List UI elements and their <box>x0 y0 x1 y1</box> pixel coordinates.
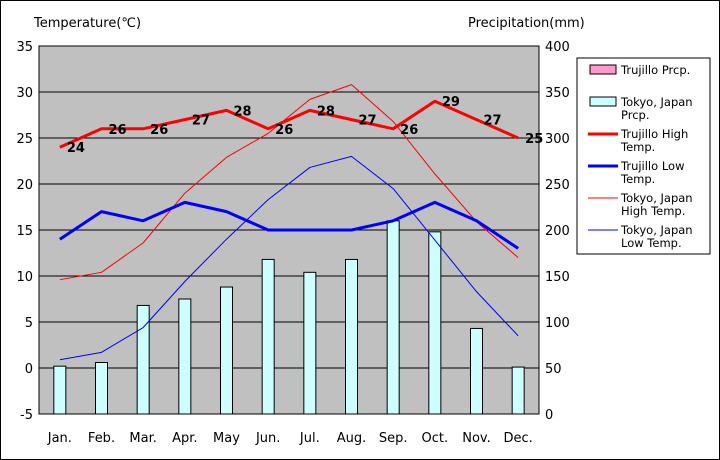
left-tick-label: 5 <box>25 316 33 331</box>
temperature-line <box>59 155 519 361</box>
left-axis-ticks: -5 0 5 10 15 20 25 30 35 <box>16 40 33 423</box>
data-label: 27 <box>484 114 502 129</box>
legend: Trujillo Prcp.Tokyo, JapanPrcp.Trujillo … <box>576 57 711 255</box>
data-label: 28 <box>234 104 252 119</box>
precipitation-bar <box>220 286 233 415</box>
x-tick-label: Aug. <box>337 431 367 446</box>
precipitation-bar <box>511 366 525 415</box>
right-tick-label: 0 <box>545 408 553 423</box>
grid-lines <box>39 45 539 415</box>
left-tick-label: 15 <box>16 224 33 239</box>
precipitation-bar <box>345 258 358 415</box>
right-tick-label: 200 <box>545 224 570 239</box>
left-tick-label: 10 <box>16 270 33 285</box>
precipitation-bar <box>303 271 317 415</box>
right-tick-label: 400 <box>545 40 570 55</box>
precipitation-bar <box>95 361 108 415</box>
right-tick-label: 250 <box>545 178 570 193</box>
data-label: 29 <box>442 95 460 110</box>
data-label: 25 <box>525 132 543 147</box>
legend-label: Temp. <box>620 172 655 186</box>
legend-label: Temp. <box>620 140 655 154</box>
data-label: 24 <box>67 141 85 156</box>
x-tick-label: Jun. <box>255 431 280 446</box>
right-tick-label: 100 <box>545 316 570 331</box>
precipitation-bar <box>261 258 275 415</box>
legend-label: Tokyo, Japan <box>620 95 693 109</box>
precipitation-bar <box>136 304 150 415</box>
precipitation-bars <box>53 220 525 415</box>
legend-box <box>576 57 711 255</box>
left-tick-label: 20 <box>16 178 33 193</box>
data-label: 26 <box>150 123 168 138</box>
right-axis-ticks: 0 50 100 150 200 250 300 350 400 <box>545 40 570 423</box>
right-tick-label: 300 <box>545 132 570 147</box>
precipitation-bar <box>470 327 483 415</box>
data-label: 28 <box>317 104 335 119</box>
left-tick-label: 0 <box>25 362 33 377</box>
left-tick-label: 35 <box>16 40 33 55</box>
right-tick-label: 50 <box>545 362 562 377</box>
data-label: 27 <box>192 114 210 129</box>
x-tick-label: Oct. <box>422 431 449 446</box>
temperature-line <box>59 99 519 149</box>
data-label: 26 <box>275 123 293 138</box>
temperature-line <box>59 200 519 250</box>
legend-label: Prcp. <box>621 108 650 122</box>
legend-swatch <box>589 64 617 75</box>
legend-label: Tokyo, Japan <box>620 223 693 237</box>
legend-label: Trujillo High <box>620 127 688 141</box>
right-axis-label: Precipitation(mm) <box>468 16 585 31</box>
precipitation-bar <box>178 298 192 415</box>
x-tick-label: May <box>213 431 240 446</box>
x-tick-label: Nov. <box>462 431 491 446</box>
legend-label: High Temp. <box>621 204 685 218</box>
temperature-lines <box>59 84 519 361</box>
left-tick-label: 30 <box>16 86 33 101</box>
right-tick-label: 350 <box>545 86 570 101</box>
legend-label: Trujillo Low <box>620 159 684 173</box>
temperature-line <box>59 84 519 281</box>
high-temp-data-labels: 24 26 26 27 28 26 28 27 26 29 27 25 <box>67 95 543 156</box>
left-tick-label: 25 <box>16 132 33 147</box>
precipitation-bar <box>386 220 400 415</box>
legend-label: Trujillo Prcp. <box>620 63 690 77</box>
x-axis-ticks: Jan. Feb. Mar. Apr. May Jun. Jul. Aug. Sep. Oct. N… <box>47 431 533 446</box>
legend-label: Low Temp. <box>621 236 682 250</box>
data-label: 26 <box>109 123 127 138</box>
x-tick-label: Mar. <box>129 431 156 446</box>
x-tick-label: Dec. <box>504 431 533 446</box>
x-tick-label: Jul. <box>299 431 320 446</box>
precipitation-bar <box>53 365 67 415</box>
data-label: 27 <box>359 114 377 129</box>
x-tick-label: Jan. <box>47 431 72 446</box>
legend-label: Tokyo, Japan <box>620 191 693 205</box>
right-tick-label: 150 <box>545 270 570 285</box>
left-axis-label: Temperature(℃) <box>33 16 141 31</box>
left-tick-label: -5 <box>20 408 33 423</box>
precipitation-bar <box>428 231 442 415</box>
x-tick-label: Sep. <box>379 431 408 446</box>
x-tick-label: Feb. <box>88 431 115 446</box>
legend-swatch <box>589 96 617 107</box>
data-label: 26 <box>400 123 418 138</box>
x-tick-label: Apr. <box>172 431 197 446</box>
